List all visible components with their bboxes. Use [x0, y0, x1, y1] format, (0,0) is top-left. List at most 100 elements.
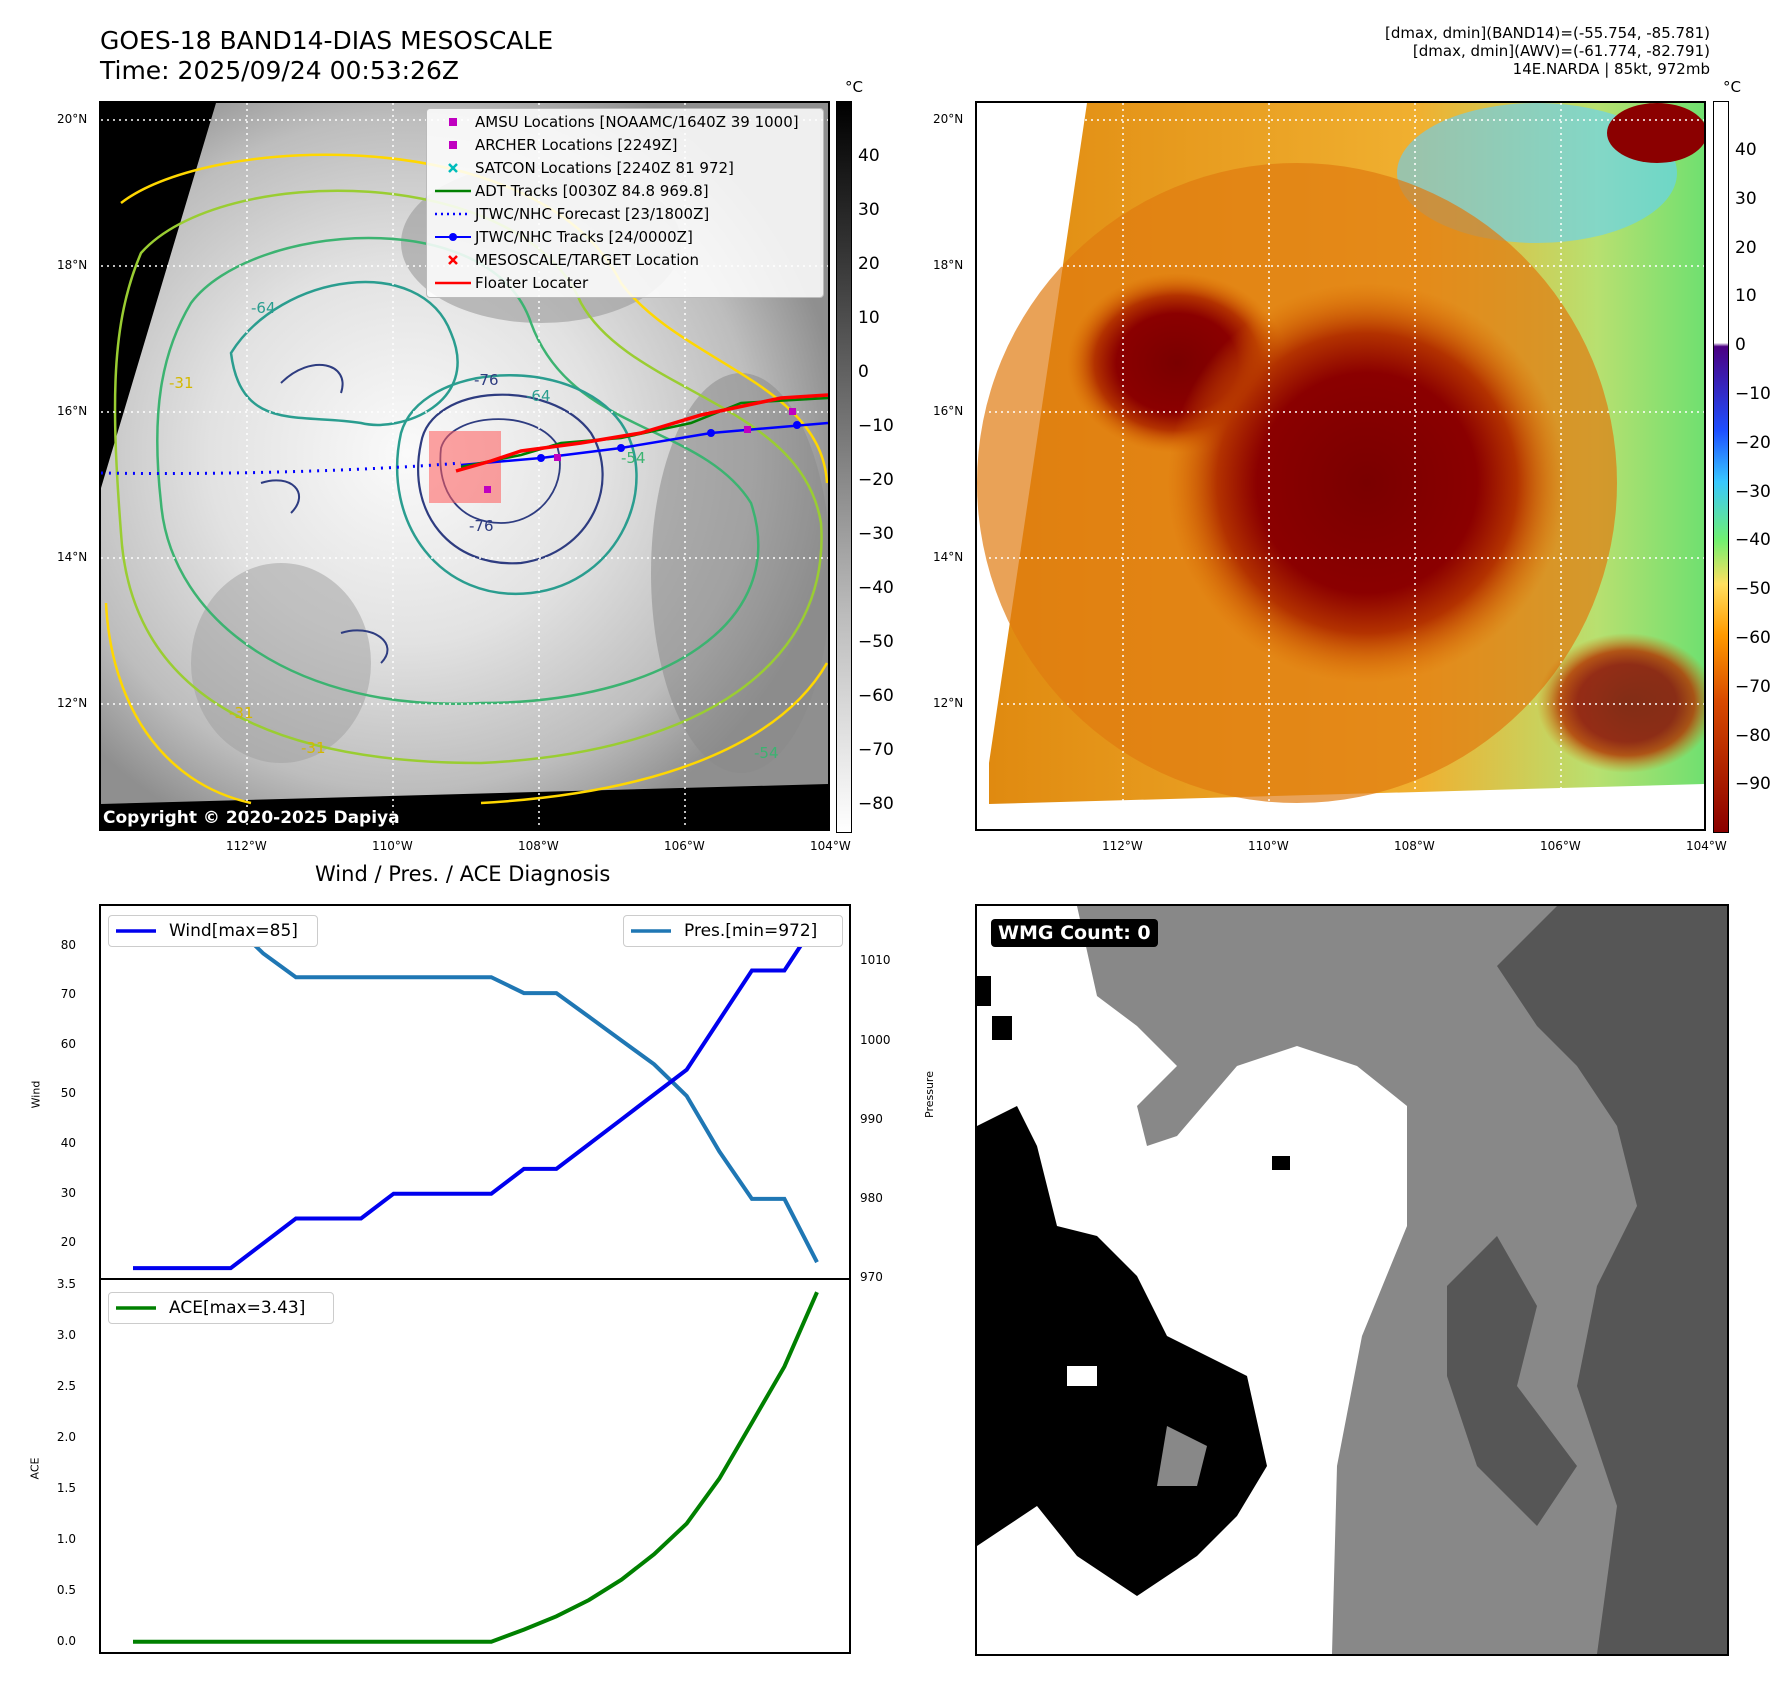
- colorbar-tick-label: 30: [858, 200, 880, 220]
- axis-tick-label: 2.0: [56, 1429, 76, 1444]
- info-line-storm: 14E.NARDA | 85kt, 972mb: [1512, 60, 1710, 78]
- line-icon: [116, 929, 156, 933]
- wind-line: [133, 919, 819, 1271]
- lon-label: 110°W: [372, 839, 413, 853]
- axis-tick-label: 1010: [860, 953, 891, 968]
- ace-canvas: [133, 1291, 819, 1644]
- wmg-canvas: [977, 906, 1727, 1654]
- contour-label: -64: [526, 387, 551, 405]
- lat-label: 14°N: [57, 550, 88, 564]
- x-marker-icon: [433, 251, 473, 269]
- wind-pressure-canvas: [133, 919, 819, 1271]
- lat-label: 20°N: [933, 112, 964, 126]
- ace-plot: [99, 1278, 851, 1654]
- wmg-panel: [975, 904, 1729, 1656]
- chart-title: GOES-18 BAND14-DIAS MESOSCALE: [100, 26, 554, 55]
- lat-label: 18°N: [57, 258, 88, 272]
- colorbar-tick-label: 10: [1735, 286, 1757, 307]
- axis-tick-label: 3.0: [56, 1328, 76, 1343]
- colorbar-tick-label: 20: [858, 254, 880, 274]
- line-icon: [116, 1306, 156, 1310]
- axis-tick-label: 970: [860, 1270, 883, 1284]
- colorbar-tick-label: −20: [1735, 432, 1771, 453]
- contour-label: -31: [301, 739, 326, 757]
- line-icon: [631, 929, 671, 933]
- lat-label: 12°N: [57, 696, 88, 710]
- lon-label: 108°W: [1394, 839, 1435, 853]
- axis-tick-label: 3.5: [56, 1277, 76, 1292]
- forecast-track: [101, 461, 462, 476]
- lon-label: 108°W: [518, 839, 559, 853]
- awv-map-canvas: [977, 103, 1704, 829]
- floater-track: [455, 393, 828, 473]
- line-dot-icon: [433, 228, 473, 246]
- lat-label: 14°N: [933, 550, 964, 564]
- colorbar-tick-label: −10: [1735, 384, 1771, 404]
- wind-axis-label: Wind: [29, 1080, 43, 1109]
- lon-label: 106°W: [1540, 839, 1581, 853]
- wind-pressure-plot: [99, 904, 851, 1280]
- colorbar-tick-label: 40: [1735, 140, 1757, 160]
- contour-label: -64: [251, 299, 276, 317]
- diagnosis-title: Wind / Pres. / ACE Diagnosis: [315, 862, 611, 886]
- colorbar-tick-label: −20: [858, 470, 894, 490]
- colorbar-tick-label: −80: [1735, 725, 1771, 746]
- colorbar-tick-label: 30: [1735, 188, 1757, 209]
- axis-tick-label: 50: [60, 1086, 76, 1101]
- colorbar-tick-label: 0: [858, 362, 869, 382]
- wmg-count-badge: WMG Count: 0: [991, 919, 1158, 947]
- contour-label: -54: [621, 449, 646, 467]
- colorbar-tick-label: −60: [858, 686, 894, 706]
- axis-tick-label: 1.0: [56, 1531, 76, 1546]
- dotted-line-icon: [433, 205, 473, 223]
- pressure-line: [133, 919, 819, 1264]
- colorbar-tick-label: 0: [1735, 335, 1746, 356]
- axis-tick-label: 20: [60, 1235, 76, 1250]
- lat-label: 16°N: [57, 404, 88, 418]
- timestamp: Time: 2025/09/24 00:53:26Z: [100, 56, 459, 85]
- axis-tick-label: 60: [60, 1036, 76, 1051]
- axis-tick-label: 990: [860, 1111, 883, 1126]
- colorbar-tick-label: −60: [1735, 628, 1771, 648]
- colorbar-unit: °C: [1723, 78, 1741, 96]
- colorbar-tick-label: −30: [858, 524, 894, 544]
- axis-tick-label: 980: [860, 1190, 883, 1205]
- lon-label: 110°W: [1248, 839, 1289, 853]
- ace-axis-label: ACE: [28, 1457, 42, 1480]
- colorbar-tick-label: −70: [1735, 676, 1771, 697]
- pressure-axis-label: Pressure: [922, 1071, 936, 1118]
- axis-tick-label: 80: [60, 937, 76, 952]
- lat-label: 20°N: [57, 112, 88, 126]
- lat-label: 16°N: [933, 404, 964, 418]
- axis-tick-label: 30: [60, 1185, 76, 1200]
- lon-label: 112°W: [226, 839, 267, 853]
- colorbar-tick-label: −10: [858, 416, 894, 436]
- square-marker-icon: [433, 113, 473, 131]
- copyright-text: Copyright © 2020-2025 Dapiya: [103, 808, 400, 828]
- line-icon: [433, 182, 473, 200]
- lon-label: 106°W: [664, 839, 705, 853]
- contour-label: -31: [169, 374, 194, 392]
- lat-label: 18°N: [933, 258, 964, 272]
- info-block: [dmax, dmin](BAND14)=(-55.754, -85.781) …: [1385, 24, 1710, 78]
- contour-label: -76: [474, 371, 499, 389]
- axis-tick-label: 2.5: [56, 1379, 76, 1393]
- square-marker-icon: [433, 136, 473, 154]
- line-icon: [433, 274, 473, 292]
- contour-label: -76: [469, 517, 494, 535]
- map-legend: AMSU Locations [NOAAMC/1640Z 39 1000] AR…: [426, 108, 824, 298]
- axis-tick-label: 0.5: [56, 1582, 76, 1597]
- contour-label: -31: [229, 704, 254, 722]
- colorbar-tick-label: −50: [858, 632, 894, 652]
- lon-label: 104°W: [1686, 839, 1727, 853]
- axis-tick-label: 1000: [860, 1032, 891, 1047]
- colorbar-tick-label: −50: [1735, 579, 1771, 600]
- awv-map-panel: [975, 101, 1706, 831]
- ace-line: [133, 1291, 819, 1644]
- colorbar-tick-label: 40: [858, 146, 880, 166]
- info-line-band14: [dmax, dmin](BAND14)=(-55.754, -85.781): [1385, 24, 1710, 42]
- lon-label: 112°W: [1102, 839, 1143, 853]
- colorbar-tick-label: −40: [858, 578, 894, 598]
- colorbar-tick-label: 10: [858, 308, 880, 328]
- x-marker-icon: [433, 159, 473, 177]
